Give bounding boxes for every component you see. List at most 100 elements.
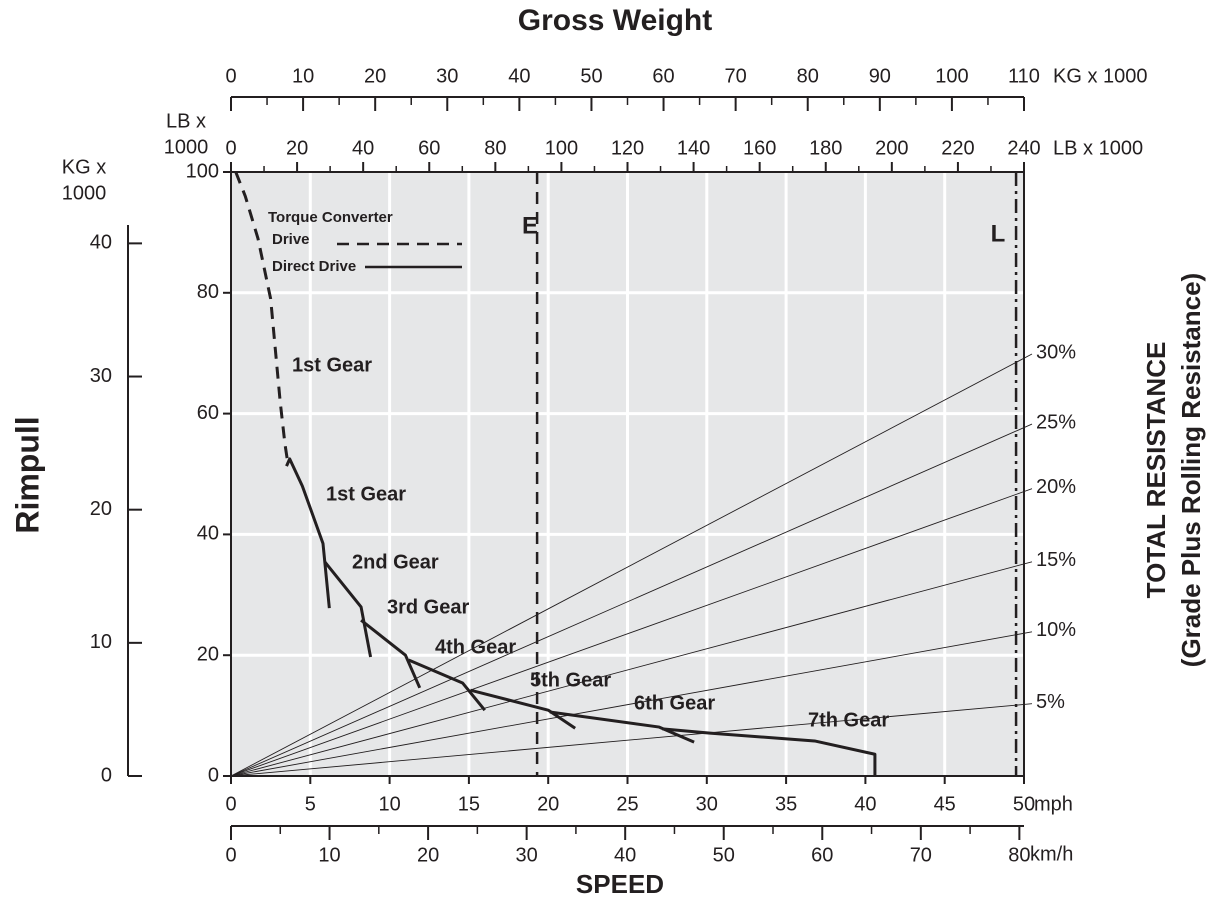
gear-label: 3rd Gear (387, 596, 469, 618)
x-unit: mph (1034, 793, 1073, 815)
resistance-line (230, 353, 1033, 777)
kg-rimpull-tick-label: 0 (101, 764, 112, 786)
gear-curve (360, 618, 422, 689)
y-axis-title: Rimpull (9, 416, 45, 533)
lb-weight-tick-label: 0 (225, 137, 236, 159)
lb-weight-unit: LB x 1000 (1053, 137, 1143, 159)
resistance-line (230, 488, 1033, 777)
kg-weight-tick-label: 80 (797, 65, 819, 87)
resistance-label: 5% (1036, 691, 1065, 713)
gear-label: 1st Gear (292, 354, 372, 376)
kg-weight-tick-label: 90 (869, 65, 891, 87)
y-tick-label: 20 (197, 643, 219, 665)
resistance-label: 15% (1036, 549, 1076, 571)
y-tick-label: 80 (197, 281, 219, 303)
gear-curve (408, 658, 486, 712)
kg-weight-tick-label: 10 (292, 65, 314, 87)
kmh-tick-label: 20 (417, 844, 439, 866)
resistance-label: 20% (1036, 476, 1076, 498)
kg-weight-tick-label: 100 (935, 65, 968, 87)
x-tick-label: 25 (616, 793, 638, 815)
chart-title: Gross Weight (518, 4, 712, 37)
lb-weight-tick-label: 200 (875, 137, 908, 159)
kg-weight-tick-label: 20 (364, 65, 386, 87)
gear-label: 4th Gear (435, 636, 516, 658)
kg-weight-tick-label: 110 (1008, 65, 1040, 87)
kmh-unit: km/h (1030, 843, 1073, 865)
limit-label: E (522, 212, 538, 239)
lb-weight-tick-label: 100 (545, 137, 578, 159)
lb-weight-tick-label: 240 (1007, 137, 1040, 159)
lb-weight-tick-label: 220 (941, 137, 974, 159)
resistance-label: 10% (1036, 619, 1076, 641)
kg-rimpull-tick-label: 10 (90, 631, 112, 653)
lb-weight-tick-label: 120 (611, 137, 644, 159)
lb-weight-tick-label: 40 (352, 137, 374, 159)
limit-label: L (991, 220, 1006, 247)
x-tick-label: 15 (458, 793, 480, 815)
resistance-line (230, 703, 1033, 777)
resistance-label: 30% (1036, 341, 1076, 363)
kmh-tick-label: 10 (318, 844, 340, 866)
kg-weight-tick-label: 30 (436, 65, 458, 87)
y-unit: LB x (166, 110, 206, 132)
x-tick-label: 30 (696, 793, 718, 815)
resistance-line (230, 423, 1033, 777)
x-tick-label: 10 (378, 793, 400, 815)
legend-label: Direct Drive (272, 258, 356, 275)
kmh-tick-label: 0 (225, 844, 236, 866)
kg-rimpull-tick-label: 20 (90, 498, 112, 520)
legend-label: Drive (272, 231, 310, 248)
gear-label: 5th Gear (530, 669, 611, 691)
gear-curve (662, 727, 877, 776)
kg-weight-tick-label: 50 (580, 65, 602, 87)
x-tick-label: 40 (854, 793, 876, 815)
gear-label: 7th Gear (808, 709, 889, 731)
resistance-line (230, 631, 1033, 777)
kg-weight-tick-label: 40 (508, 65, 530, 87)
resistance-line (230, 561, 1033, 777)
kg-rimpull-unit: 1000 (62, 182, 107, 204)
marks: 30% 25% 20% 15% 10% 5% E L 1st Gear 1st Gear 2nd G… (230, 171, 1076, 777)
resistance-label: 25% (1036, 411, 1076, 433)
gear-curve (234, 171, 290, 466)
kmh-tick-label: 60 (811, 844, 833, 866)
x-tick-label: 35 (775, 793, 797, 815)
kg-rimpull-unit: KG x (62, 156, 106, 178)
x-tick-label: 50 (1013, 793, 1035, 815)
gear-curve (285, 457, 331, 609)
lb-weight-tick-label: 60 (418, 137, 440, 159)
lb-weight-tick-label: 180 (809, 137, 842, 159)
y-tick-label: 60 (197, 402, 219, 424)
resistance-title: TOTAL RESISTANCE (1141, 342, 1171, 599)
lb-weight-tick-label: 80 (484, 137, 506, 159)
y-tick-label: 0 (208, 764, 219, 786)
y-tick-label: 100 (186, 160, 219, 182)
kmh-tick-label: 30 (516, 844, 538, 866)
gear-label: 1st Gear (326, 483, 406, 505)
kg-rimpull-tick-label: 30 (90, 365, 112, 387)
lb-weight-tick-label: 20 (286, 137, 308, 159)
gear-label: 2nd Gear (352, 551, 439, 573)
kmh-tick-label: 80 (1008, 844, 1030, 866)
legend-label: Torque Converter (268, 209, 393, 226)
kmh-tick-label: 40 (614, 844, 636, 866)
kg-weight-tick-label: 70 (725, 65, 747, 87)
lb-weight-tick-label: 160 (743, 137, 776, 159)
gear-label: 6th Gear (634, 692, 715, 714)
x-tick-label: 0 (225, 793, 236, 815)
x-tick-label: 20 (537, 793, 559, 815)
resistance-subtitle: (Grade Plus Rolling Resistance) (1176, 273, 1206, 667)
grid (231, 172, 1024, 776)
kg-rimpull-tick-label: 40 (90, 232, 112, 254)
kg-weight-tick-label: 60 (652, 65, 674, 87)
y-unit: 1000 (164, 136, 209, 158)
kmh-tick-label: 50 (713, 844, 735, 866)
kmh-tick-label: 70 (910, 844, 932, 866)
kg-weight-tick-label: 0 (225, 65, 236, 87)
gear-curve (323, 560, 373, 658)
kg-weight-unit: KG x 1000 (1053, 65, 1148, 87)
x-axis-title: SPEED (576, 869, 664, 899)
lb-weight-tick-label: 140 (677, 137, 710, 159)
